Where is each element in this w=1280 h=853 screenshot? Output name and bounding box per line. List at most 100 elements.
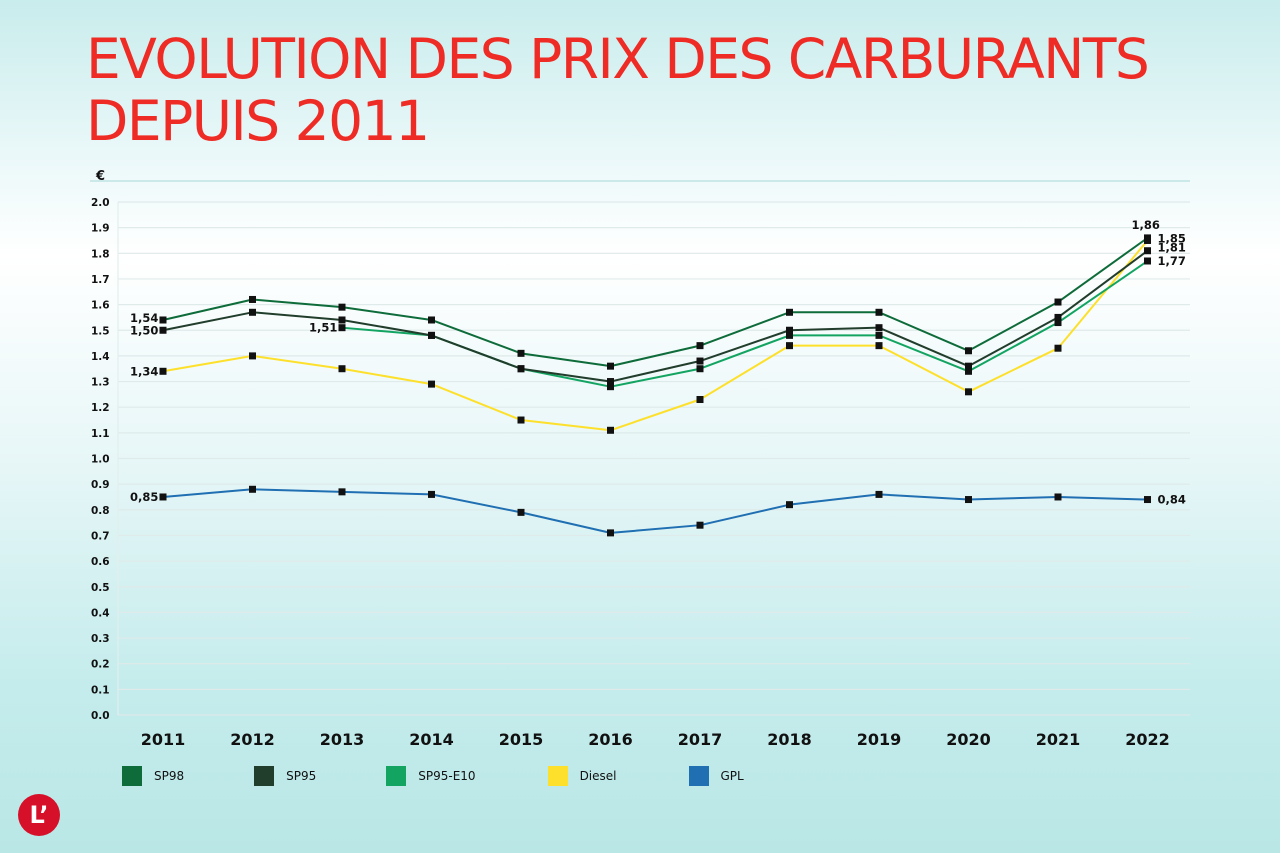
data-point-marker (607, 362, 614, 370)
y-tick-label: 1.9 (91, 223, 110, 235)
y-tick-label: 0.0 (91, 710, 110, 722)
data-point-marker (875, 490, 883, 498)
series-line-sp98 (162, 237, 1149, 368)
data-point-marker (249, 485, 256, 493)
data-point-marker (607, 378, 614, 386)
data-point-marker (517, 349, 525, 357)
legend-item-gpl: GPL (688, 766, 744, 786)
data-point-marker (786, 326, 793, 334)
data-label: 1,85 (1158, 231, 1186, 245)
legend-swatch (122, 766, 142, 786)
data-point-marker (875, 331, 883, 339)
data-point-marker (1144, 257, 1151, 265)
data-point-marker (696, 365, 704, 373)
data-point-marker (338, 316, 346, 324)
y-tick-label: 0.9 (91, 479, 110, 491)
y-tick-label: 0.5 (91, 582, 110, 594)
legend-item-sp95-e10: SP95-E10 (386, 766, 476, 786)
data-point-marker (696, 357, 704, 365)
data-point-marker (1144, 247, 1151, 255)
data-point-marker (965, 362, 972, 370)
series-line-sp95 (162, 249, 1149, 383)
page-title: EVOLUTION DES PRIX DES CARBURANTS DEPUIS… (86, 28, 1150, 153)
y-tick-label: 0.1 (91, 684, 110, 696)
legend-label: SP95-E10 (418, 769, 476, 783)
data-point-marker (875, 342, 883, 350)
legend-swatch (547, 766, 568, 786)
data-point-marker (1054, 298, 1062, 306)
data-point-marker (1054, 313, 1062, 321)
data-point-marker (875, 308, 883, 316)
data-label: 1,86 (1132, 218, 1160, 232)
legend-swatch (386, 766, 407, 786)
legend-label: SP95 (286, 769, 317, 783)
y-tick-label: 0.3 (91, 633, 110, 645)
data-label: 1,77 (1158, 254, 1186, 268)
x-tick-label: 2013 (320, 730, 365, 749)
y-tick-label: 1.2 (91, 402, 110, 414)
data-point-marker (428, 331, 435, 339)
data-point-marker (696, 342, 704, 350)
data-point-marker (607, 383, 614, 391)
data-point-marker (338, 365, 346, 373)
data-point-marker (607, 529, 614, 537)
data-point-marker (965, 496, 972, 504)
data-point-marker (249, 352, 256, 360)
y-tick-label: 1.0 (91, 454, 110, 466)
data-point-marker (338, 303, 346, 311)
y-tick-label: 0.4 (91, 607, 110, 619)
y-tick-label: 1.5 (91, 325, 110, 337)
title-line-2: DEPUIS 2011 (86, 89, 430, 153)
data-point-marker (159, 316, 167, 324)
data-label: 1,51 (309, 321, 337, 335)
y-tick-label: 1.4 (91, 351, 110, 363)
y-tick-label: 1.7 (91, 274, 110, 286)
y-tick-label: 1.6 (91, 300, 110, 312)
legend-label: GPL (720, 769, 744, 783)
y-tick-label: 0.8 (91, 505, 110, 517)
legend-swatch (254, 766, 275, 786)
brand-logo: L’ (18, 794, 60, 836)
legend-label: SP98 (154, 769, 185, 783)
data-point-marker (1054, 344, 1062, 352)
data-label: 1,50 (130, 323, 158, 337)
y-tick-label: 1.8 (91, 248, 110, 260)
chart-legend: SP98 SP95 SP95-E10 Diesel GPL (122, 766, 744, 786)
data-point-marker (696, 521, 704, 529)
legend-label: Diesel (579, 769, 617, 783)
legend-item-diesel: Diesel (547, 766, 617, 786)
data-point-marker (428, 490, 435, 498)
data-point-marker (1144, 496, 1151, 504)
x-tick-label: 2015 (499, 730, 544, 749)
y-tick-label: 1.1 (91, 428, 110, 440)
data-point-marker (517, 416, 525, 424)
y-tick-label: 0.6 (91, 556, 110, 568)
data-label: 0,85 (130, 490, 158, 504)
data-point-marker (517, 508, 525, 516)
x-tick-label: 2011 (141, 730, 186, 749)
data-label: 0,84 (1158, 493, 1186, 507)
y-tick-label: 0.2 (91, 659, 110, 671)
data-point-marker (338, 324, 346, 332)
brand-logo-text: L’ (29, 801, 49, 829)
data-point-marker (965, 347, 972, 355)
data-point-marker (159, 326, 167, 334)
data-point-marker (875, 324, 883, 332)
x-tick-label: 2014 (409, 730, 454, 749)
data-point-marker (338, 488, 346, 496)
data-point-marker (249, 295, 256, 303)
data-label: 1,54 (130, 311, 158, 325)
data-point-marker (965, 388, 972, 396)
y-tick-label: 1.3 (91, 377, 110, 389)
data-point-marker (965, 367, 972, 375)
data-point-marker (1144, 234, 1151, 242)
data-point-marker (786, 501, 793, 509)
x-tick-label: 2020 (946, 730, 991, 749)
data-label: 1,81 (1158, 241, 1186, 255)
data-point-marker (786, 308, 793, 316)
y-axis-unit-label: € (95, 169, 105, 184)
y-tick-label: 2.0 (91, 197, 110, 209)
x-tick-label: 2012 (230, 730, 275, 749)
data-point-marker (1054, 493, 1062, 501)
